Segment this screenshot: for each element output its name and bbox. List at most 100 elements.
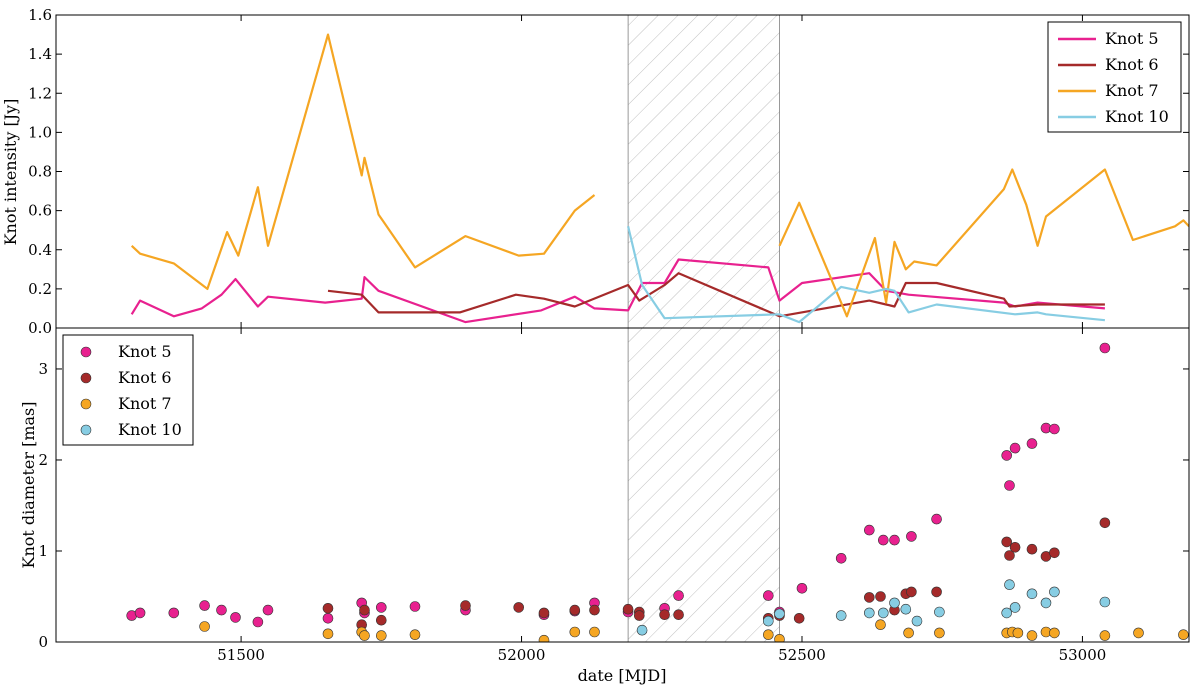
point-knot-5: [931, 513, 942, 525]
point-knot-10: [863, 607, 875, 619]
point-knot-10: [1049, 586, 1060, 598]
point-knot-6: [863, 592, 875, 603]
point-knot-7: [774, 634, 785, 642]
point-knot-5: [230, 612, 241, 623]
point-knot-5: [1001, 450, 1013, 461]
diameter-legend-label-knot-6: Knot 6: [118, 368, 172, 387]
point-knot-10: [1099, 596, 1111, 608]
point-knot-5: [322, 612, 334, 624]
line-knot-5-seg-0: [130, 258, 1105, 324]
diameter-legend: Knot 5 Knot 6 Knot 7 Knot 10: [62, 334, 194, 446]
point-knot-6: [1026, 543, 1038, 555]
point-knot-10: [1004, 579, 1015, 591]
point-knot-10: [1040, 597, 1052, 609]
point-knot-6: [931, 586, 942, 598]
point-knot-6: [359, 604, 370, 616]
point-knot-5: [1004, 480, 1015, 491]
point-knot-5: [1009, 442, 1021, 454]
diameter-axes-frame: [55, 327, 1190, 643]
point-knot-6: [673, 609, 684, 621]
intensity-legend-label-knot-5: Knot 5: [1105, 29, 1159, 48]
intensity-axes-frame: [55, 14, 1190, 329]
diameter-y-tick-label: 2: [38, 451, 48, 469]
intensity-y-tick-label: 0.0: [28, 319, 52, 337]
point-knot-10: [636, 624, 648, 636]
intensity-legend-box: [1047, 21, 1182, 133]
point-knot-6: [1099, 517, 1111, 529]
point-knot-7: [762, 629, 774, 641]
point-knot-7: [375, 630, 387, 641]
point-knot-10: [877, 607, 889, 619]
point-knot-10: [1001, 607, 1013, 619]
diameter-y-tick-label: 3: [38, 360, 48, 378]
point-knot-6: [622, 603, 634, 615]
intensity-y-tick-label: 0.8: [28, 163, 52, 181]
point-knot-7: [589, 626, 600, 638]
intensity-y-tick-label: 1.4: [28, 45, 52, 63]
point-knot-6: [1049, 547, 1060, 559]
point-knot-10: [835, 610, 847, 621]
point-knot-7: [322, 628, 334, 640]
diameter-y-tick-label: 1: [38, 542, 48, 560]
point-knot-5: [835, 552, 847, 564]
point-knot-5: [673, 590, 684, 601]
point-knot-5: [796, 582, 808, 594]
point-knot-6: [793, 612, 805, 624]
point-knot-10: [1009, 602, 1021, 613]
point-knot-5: [199, 600, 210, 611]
point-knot-6: [460, 600, 471, 611]
point-knot-5: [906, 531, 917, 542]
diameter-legend-swatch-knot-6: [80, 372, 92, 384]
intensity-y-tick-label: 0.4: [28, 241, 52, 259]
intensity-legend-label-knot-6: Knot 6: [1105, 55, 1159, 74]
point-knot-7: [569, 626, 581, 638]
point-knot-5: [877, 534, 889, 546]
point-knot-6: [322, 602, 334, 614]
point-knot-7: [1012, 627, 1024, 639]
line-knot-7-seg-1: [778, 168, 1189, 318]
point-knot-5: [1099, 342, 1111, 354]
diameter-legend-label-knot-5: Knot 5: [118, 342, 172, 361]
point-knot-5: [889, 534, 900, 546]
intensity-y-tick-label: 1.0: [28, 123, 52, 141]
point-knot-5: [252, 616, 264, 628]
point-knot-7: [1133, 627, 1144, 639]
intensity-y-tick-label: 1.6: [28, 6, 52, 24]
date-x-tick-label: 52000: [498, 646, 546, 664]
point-knot-6: [875, 591, 886, 602]
point-knot-10: [934, 606, 945, 618]
diameter-legend-swatch-knot-10: [80, 424, 92, 436]
gap-shaded-region-bottom: [627, 327, 780, 643]
point-knot-5: [375, 602, 387, 613]
point-knot-7: [538, 634, 550, 642]
point-knot-7: [875, 619, 886, 631]
point-knot-7: [1178, 629, 1189, 641]
point-knot-6: [513, 602, 525, 613]
point-knot-5: [134, 607, 146, 619]
point-knot-5: [262, 604, 274, 616]
diameter-legend-label-knot-7: Knot 7: [118, 394, 172, 413]
intensity-legend-label-knot-10: Knot 10: [1105, 107, 1169, 126]
date-x-tick-label: 51500: [217, 646, 265, 664]
point-knot-10: [774, 608, 785, 620]
intensity-legend: Knot 5 Knot 6 Knot 7 Knot 10: [1047, 21, 1182, 133]
point-knot-7: [903, 627, 914, 639]
date-x-axis-label: date [MJD]: [578, 666, 667, 685]
point-knot-10: [911, 615, 923, 627]
intensity-legend-label-knot-7: Knot 7: [1105, 81, 1159, 100]
point-knot-6: [633, 610, 645, 621]
point-knot-6: [538, 607, 550, 619]
point-knot-6: [906, 586, 917, 598]
point-knot-6: [1004, 550, 1015, 561]
diameter-legend-label-knot-10: Knot 10: [118, 420, 182, 439]
diameter-y-axis-label: Knot diameter [mas]: [19, 402, 38, 569]
diameter-legend-swatch-knot-7: [80, 398, 92, 410]
point-knot-6: [659, 609, 670, 621]
point-knot-5: [1026, 438, 1038, 449]
point-knot-10: [900, 603, 912, 615]
point-knot-7: [359, 630, 370, 641]
point-knot-10: [889, 597, 900, 609]
intensity-y-tick-label: 1.2: [28, 84, 52, 102]
point-knot-6: [589, 604, 600, 616]
